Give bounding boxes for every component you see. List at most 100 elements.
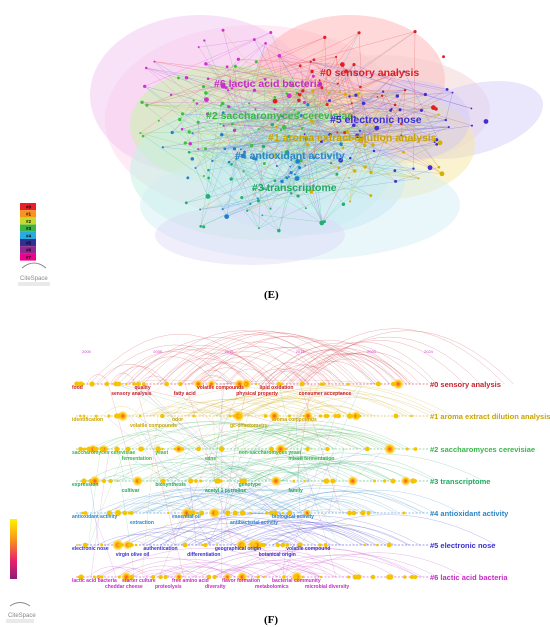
network-node	[281, 124, 287, 130]
legend-key: #7	[26, 255, 32, 260]
timeline-node	[216, 543, 219, 547]
timeline-node	[282, 575, 286, 579]
network-node	[310, 69, 314, 74]
timeline-term: gc-olfactometry	[230, 423, 268, 429]
timeline-term: odor	[172, 417, 183, 423]
network-node	[339, 62, 345, 67]
cluster-label-5: #5 electronic nose	[330, 114, 422, 126]
timeline-cluster-label: #2 saccharomyces cerevisiae	[430, 445, 535, 454]
timeline-term: physical property	[236, 391, 278, 397]
network-node	[337, 166, 341, 170]
timeline-node	[277, 382, 281, 386]
timeline-term: saccharomyces cerevisiae	[72, 450, 135, 456]
network-node	[434, 107, 438, 111]
timeline-node	[284, 447, 287, 451]
timeline-term: free amino acid	[172, 578, 209, 584]
network-node	[363, 143, 367, 148]
network-node	[363, 165, 367, 169]
network-node	[376, 95, 379, 98]
network-node	[312, 156, 316, 160]
timeline-node	[323, 543, 328, 547]
timeline-cluster-label: #4 antioxidant activity	[430, 509, 509, 518]
year-tick: 2010	[225, 349, 235, 354]
timeline-term: extraction	[130, 520, 154, 526]
legend-swatch	[20, 224, 36, 232]
timeline-node	[259, 542, 264, 548]
cluster-label-4: #4 antioxidant activity	[235, 150, 345, 162]
timeline-node	[180, 447, 185, 451]
timeline-node	[366, 511, 371, 515]
network-node	[183, 141, 187, 145]
network-node	[437, 140, 443, 146]
cluster-label-0: #0 sensory analysis	[320, 67, 419, 79]
year-tick: 2015	[296, 349, 306, 354]
network-node	[330, 161, 333, 165]
network-node	[413, 29, 417, 34]
network-node	[221, 111, 225, 114]
timeline-node	[125, 382, 128, 386]
timeline-term: family	[288, 488, 303, 494]
network-node	[444, 118, 448, 122]
timeline-node	[78, 574, 84, 580]
timeline-node	[375, 381, 381, 387]
timeline-node	[194, 479, 198, 483]
timeline-node	[262, 575, 266, 579]
network-node	[390, 107, 393, 110]
timeline-node	[319, 382, 323, 386]
timeline-node	[347, 510, 353, 516]
timeline-term: non-saccharomyces yeast	[239, 450, 302, 456]
timeline-node	[336, 413, 342, 419]
color-legend: #0 #1 #2 #3 #4 #5 #6 #7	[20, 203, 36, 261]
timeline-node	[218, 446, 225, 452]
timeline-node	[88, 478, 93, 484]
timeline-node	[77, 575, 80, 579]
network-node	[197, 46, 200, 49]
timeline-node	[305, 446, 310, 452]
timeline-node	[383, 479, 387, 483]
network-node	[197, 148, 200, 151]
network-node	[338, 157, 344, 163]
network-node	[288, 81, 292, 84]
network-node	[256, 199, 260, 203]
network-node	[161, 146, 164, 149]
network-node	[290, 84, 294, 88]
network-node	[256, 197, 259, 200]
network-node	[227, 105, 231, 109]
network-node	[304, 164, 307, 167]
network-node	[188, 142, 192, 146]
timeline-term: geographical origin	[215, 546, 261, 552]
timeline-node	[240, 543, 244, 547]
timeline-node	[212, 574, 217, 580]
timeline-node	[207, 380, 216, 388]
panel-label-e: (E)	[264, 289, 279, 301]
network-node	[373, 125, 375, 128]
legend-key: #3	[26, 226, 32, 231]
network-node	[355, 133, 361, 139]
network-node	[140, 100, 144, 105]
timeline-node	[364, 446, 370, 452]
timeline-node	[386, 574, 392, 580]
timeline-cluster-labels: #0 sensory analysis #1 aroma extract dilu…	[430, 380, 550, 582]
timeline-node	[175, 573, 183, 581]
timeline-term: consumer acceptance	[299, 391, 352, 397]
network-node	[341, 202, 346, 206]
timeline-node	[138, 414, 142, 418]
timeline-node	[349, 414, 354, 418]
network-node	[170, 130, 174, 135]
network-node	[221, 208, 224, 211]
network-node	[254, 157, 258, 161]
network-node	[385, 141, 387, 144]
network-node	[423, 92, 428, 97]
network-node	[357, 31, 361, 35]
timeline-node	[319, 575, 323, 579]
network-node	[320, 140, 323, 143]
network-node	[306, 103, 310, 107]
network-node	[207, 176, 210, 180]
network-node	[273, 154, 277, 158]
network-node	[374, 125, 380, 131]
timeline-node	[108, 478, 113, 484]
timeline-node	[265, 511, 269, 515]
network-node	[261, 214, 264, 217]
network-node	[285, 92, 288, 95]
timeline-node	[129, 574, 135, 580]
